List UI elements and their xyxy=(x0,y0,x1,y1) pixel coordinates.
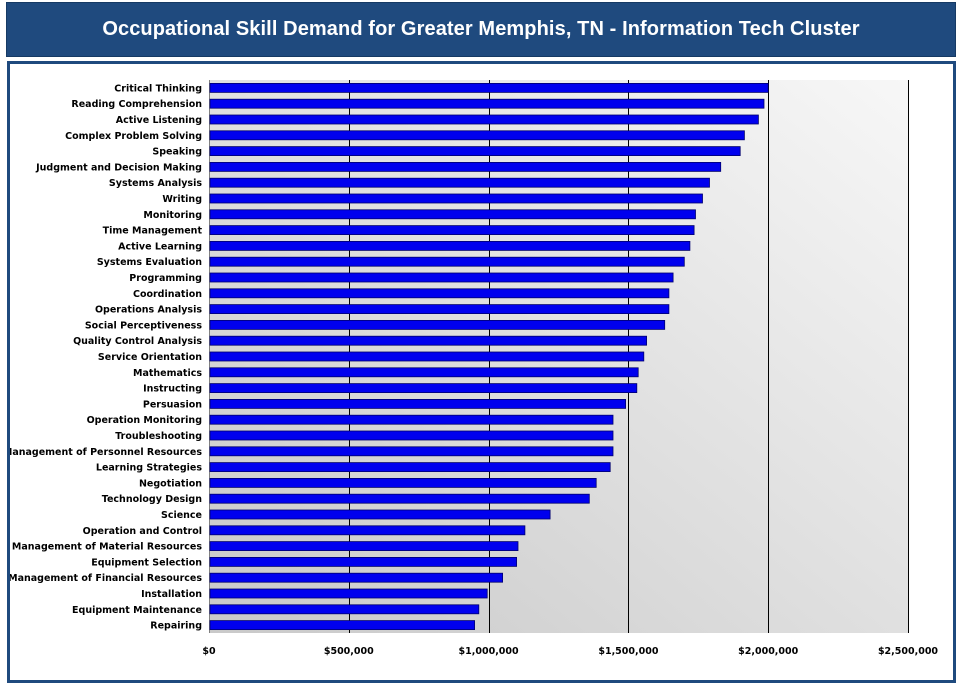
x-tick-label: $1,500,000 xyxy=(598,646,658,657)
category-label: Reading Comprehension xyxy=(71,99,202,110)
bar xyxy=(209,572,504,583)
bar xyxy=(209,240,691,251)
category-label: Judgment and Decision Making xyxy=(35,162,202,173)
bar xyxy=(209,209,696,220)
bar-chart: Critical Thinking Reading Comprehension Ac… xyxy=(10,80,938,657)
bar xyxy=(209,446,614,457)
category-label: Troubleshooting xyxy=(115,431,202,442)
category-label: Active Listening xyxy=(116,115,202,126)
bar xyxy=(209,588,488,599)
category-label: Quality Control Analysis xyxy=(73,336,202,347)
category-label: Operation and Control xyxy=(83,526,202,537)
category-label: Speaking xyxy=(152,147,202,158)
chart-frame: Critical Thinking Reading Comprehension Ac… xyxy=(7,61,956,683)
bar xyxy=(209,525,526,536)
bar xyxy=(209,556,518,567)
bar xyxy=(209,367,639,378)
bar xyxy=(209,477,597,488)
bar xyxy=(209,414,614,425)
bar xyxy=(209,193,703,204)
bar xyxy=(209,98,765,109)
bar xyxy=(209,288,670,299)
category-label: Repairing xyxy=(150,621,202,632)
bar xyxy=(209,541,519,552)
bar xyxy=(209,351,645,362)
bar xyxy=(209,319,666,330)
category-label: Critical Thinking xyxy=(114,83,202,94)
category-label: Installation xyxy=(141,589,202,600)
bar xyxy=(209,304,670,315)
bar xyxy=(209,130,745,141)
bar xyxy=(209,82,769,93)
chart-title: Occupational Skill Demand for Greater Me… xyxy=(102,18,860,40)
category-label: Systems Analysis xyxy=(109,178,202,189)
category-label: Programming xyxy=(129,273,202,284)
category-label: Writing xyxy=(162,194,202,205)
x-tick-label: $500,000 xyxy=(324,646,374,657)
bar xyxy=(209,335,648,346)
category-label: Operation Monitoring xyxy=(87,415,202,426)
category-label: Technology Design xyxy=(102,494,202,505)
category-label: Persuasion xyxy=(143,399,202,410)
bar xyxy=(209,225,695,236)
x-tick-label: $1,000,000 xyxy=(459,646,519,657)
chart-title-bar: Occupational Skill Demand for Greater Me… xyxy=(6,2,956,57)
bar xyxy=(209,177,710,188)
category-label: Equipment Maintenance xyxy=(72,605,202,616)
category-label: Social Perceptiveness xyxy=(85,320,202,331)
bar xyxy=(209,272,674,283)
bar xyxy=(209,604,480,615)
category-label: Systems Evaluation xyxy=(97,257,202,268)
bar xyxy=(209,620,476,630)
bar xyxy=(209,162,722,172)
category-label: Coordination xyxy=(133,289,202,300)
category-label: Complex Problem Solving xyxy=(65,131,202,142)
category-label: Negotiation xyxy=(139,478,202,489)
bar xyxy=(209,493,590,504)
category-label: Mathematics xyxy=(133,368,202,379)
bar xyxy=(209,398,627,409)
bar xyxy=(209,146,741,156)
category-label: Operations Analysis xyxy=(95,305,202,316)
bar xyxy=(209,114,759,125)
category-label: Management of Material Resources xyxy=(12,542,202,553)
category-label: Management of Personnel Resources xyxy=(10,447,202,458)
category-label: Time Management xyxy=(103,226,203,237)
category-label: Service Orientation xyxy=(98,352,202,363)
category-label: Management of Financial Resources xyxy=(10,573,202,584)
x-tick-label: $0 xyxy=(202,646,216,657)
category-label: Equipment Selection xyxy=(91,557,202,568)
x-tick-label: $2,000,000 xyxy=(738,646,798,657)
x-tick-label: $2,500,000 xyxy=(878,646,938,657)
category-label: Science xyxy=(161,510,202,521)
bar xyxy=(209,462,611,473)
category-label: Active Learning xyxy=(118,241,202,252)
category-label: Instructing xyxy=(143,384,202,395)
bar xyxy=(209,509,551,520)
bar xyxy=(209,430,614,441)
bar xyxy=(209,383,638,394)
category-label: Monitoring xyxy=(143,210,202,221)
category-label: Learning Strategies xyxy=(96,463,202,474)
bar xyxy=(209,256,685,267)
